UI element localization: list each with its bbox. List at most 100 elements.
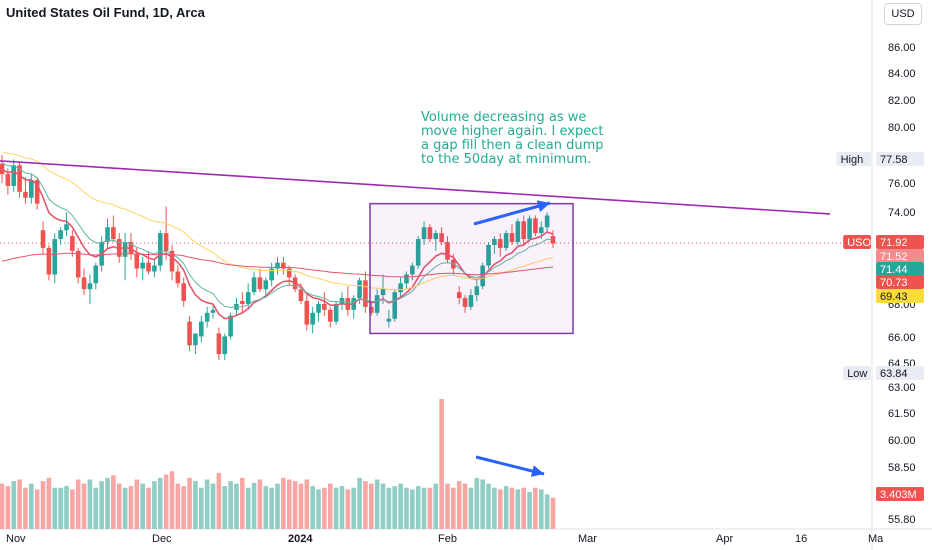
volume-bar xyxy=(181,486,187,529)
candle-body xyxy=(81,277,87,290)
candle-body xyxy=(58,230,63,240)
candle-body xyxy=(316,303,321,313)
volume-bar xyxy=(327,483,333,529)
candle-body xyxy=(157,233,163,266)
price-label-value: 71.44 xyxy=(880,264,908,276)
candle-body xyxy=(193,333,198,346)
currency-button[interactable]: USD xyxy=(884,3,922,25)
sma50-line xyxy=(1,151,554,291)
volume-bar xyxy=(46,477,52,529)
x-tick-label: 2024 xyxy=(288,533,313,545)
volume-bar xyxy=(210,483,216,529)
price-label-box xyxy=(876,152,924,166)
y-tick-label: 74.00 xyxy=(888,207,916,219)
candle-body xyxy=(333,303,339,322)
trendline xyxy=(0,160,831,215)
y-tick-label: 82.00 xyxy=(888,95,916,107)
x-tick-label: Feb xyxy=(438,533,457,545)
volume-bar xyxy=(410,489,415,529)
x-tick-label: Dec xyxy=(152,533,172,545)
candle-body xyxy=(304,301,310,325)
candle-body xyxy=(216,333,222,355)
candle-body xyxy=(509,233,515,242)
volume-bar xyxy=(0,483,5,529)
candle-body xyxy=(269,268,274,281)
volume-bar xyxy=(392,486,398,529)
candle-body xyxy=(210,309,216,313)
y-tick-label: 84.00 xyxy=(888,68,916,80)
range-box xyxy=(369,202,574,335)
candle-body xyxy=(222,336,228,355)
candle-body xyxy=(298,289,304,301)
candle-body xyxy=(93,265,99,284)
volume-bar xyxy=(116,483,122,529)
volume-bar xyxy=(34,489,40,529)
sma200-line xyxy=(1,252,554,278)
y-tick-label: 63.00 xyxy=(888,382,916,394)
candle-body xyxy=(421,227,427,240)
volume-bar xyxy=(29,483,34,529)
price-label-value: 69.43 xyxy=(880,291,908,303)
volume-bar xyxy=(492,487,497,529)
volume-bar xyxy=(363,481,368,529)
price-label-box xyxy=(876,289,924,303)
y-tick-label: 66.00 xyxy=(888,332,916,344)
candle-body xyxy=(427,227,433,240)
volume-bar xyxy=(474,477,480,529)
volume-bar xyxy=(421,487,427,529)
price-label-value: 3.403M xyxy=(880,489,917,501)
volume-bar xyxy=(544,494,550,529)
price-arrow-head xyxy=(536,200,550,212)
candle-body xyxy=(163,233,169,251)
volume-bar xyxy=(240,477,245,529)
volume-bar xyxy=(122,487,128,529)
volume-bar xyxy=(497,489,503,529)
candle-body xyxy=(134,253,140,269)
candle-body xyxy=(281,262,286,269)
candle-body xyxy=(451,259,456,269)
volume-bar xyxy=(251,482,257,529)
volume-bar xyxy=(40,481,46,529)
volume-bar xyxy=(163,474,169,529)
candle-body xyxy=(415,239,421,266)
volume-bar xyxy=(222,486,228,529)
volume-bar xyxy=(480,479,485,529)
volume-bar xyxy=(105,477,110,529)
price-tag-label: USO xyxy=(847,237,871,249)
volume-bar xyxy=(468,487,474,529)
volume-bar xyxy=(292,481,298,529)
y-tick-label: 76.00 xyxy=(888,178,916,190)
volume-bar xyxy=(193,481,198,529)
chart-title: United States Oil Fund, 1D, Arca xyxy=(6,5,205,20)
volume-bar xyxy=(404,487,409,529)
volume-bar xyxy=(333,487,339,529)
candle-body xyxy=(398,283,403,293)
volume-bar xyxy=(357,477,362,529)
annotation-note: Volume decreasing as we move higher agai… xyxy=(421,110,604,167)
price-label-value: 70.73 xyxy=(880,277,908,289)
price-label-box xyxy=(876,249,924,263)
candle-body xyxy=(456,292,462,299)
volume-bar xyxy=(339,486,345,529)
volume-bar xyxy=(146,487,151,529)
candle-body xyxy=(410,265,415,275)
candle-body xyxy=(204,312,210,322)
price-tag-box xyxy=(843,366,871,380)
volume-bar xyxy=(374,479,380,529)
candle-body xyxy=(263,280,269,290)
candle-body xyxy=(286,268,292,278)
volume-bar xyxy=(445,483,450,529)
candle-body xyxy=(363,280,368,307)
price-tag-label: High xyxy=(841,154,864,166)
candle-body xyxy=(152,265,157,272)
x-tick-label: 16 xyxy=(795,533,807,545)
price-tag-label: Low xyxy=(847,368,867,380)
candle-body xyxy=(538,227,544,234)
candle-body xyxy=(17,165,22,192)
volume-bar xyxy=(486,483,491,529)
volume-bar xyxy=(503,486,509,529)
volume-bar xyxy=(521,487,526,529)
ema-fast-line xyxy=(1,168,554,320)
volume-bar xyxy=(17,479,22,529)
